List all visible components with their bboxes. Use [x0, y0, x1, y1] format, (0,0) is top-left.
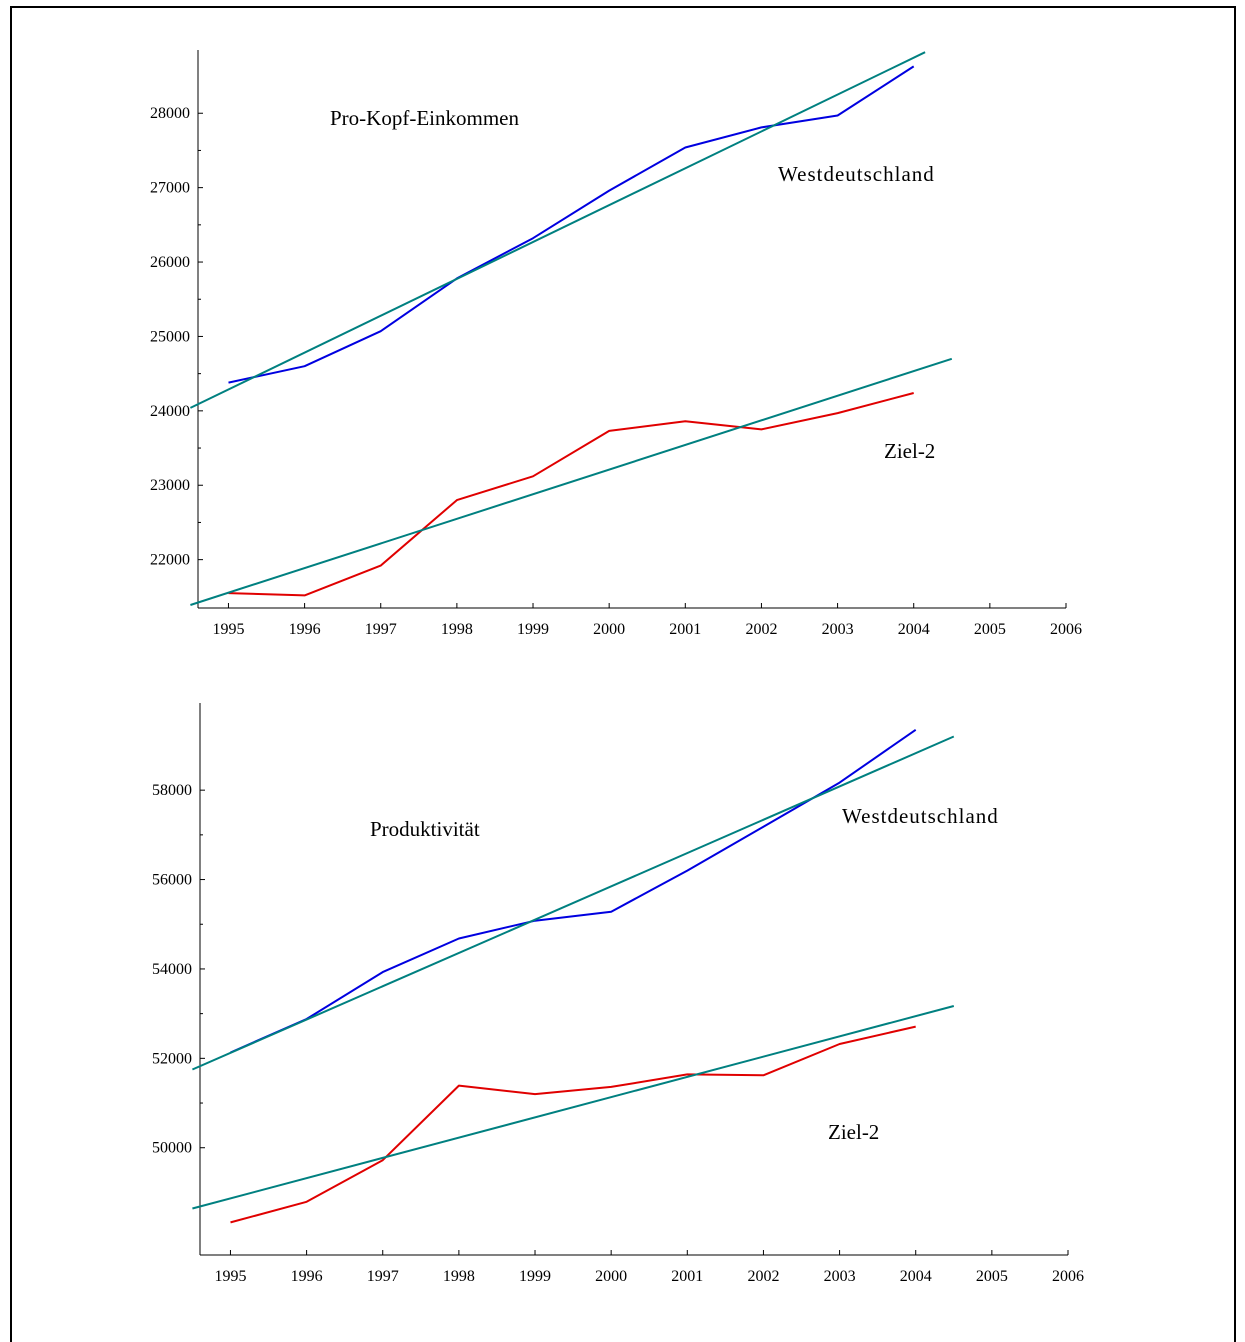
x-tick-label: 2004 [898, 621, 930, 638]
x-tick-label: 2000 [593, 621, 625, 638]
y-tick-label: 26000 [150, 254, 190, 271]
x-tick-label: 2003 [824, 1268, 856, 1285]
series-line-westdeutschland [228, 65, 915, 384]
y-tick-label: 24000 [150, 403, 190, 420]
chart-pro-kopf-einkommen: 1995 1996 1997 1998 1999 2000 2001 2002 2003 2004… [150, 50, 1082, 638]
x-tick-label: 2006 [1052, 1268, 1084, 1285]
annotation-pro-kopf-einkommen: Pro-Kopf-Einkommen [330, 106, 519, 130]
x-tick-label: 1995 [212, 621, 244, 638]
x-tick-label: 2005 [976, 1268, 1008, 1285]
x-tick-label: 2002 [745, 621, 777, 638]
x-tick-label: 1996 [289, 621, 321, 638]
trend-line [192, 1005, 955, 1210]
series-line-westdeutschland [230, 728, 917, 1054]
label-ziel-2: Ziel-2 [828, 1120, 879, 1144]
trend-line [189, 51, 926, 409]
x-tick-label: 1997 [365, 621, 397, 638]
series-line-ziel-2 [228, 392, 914, 597]
y-tick-label: 52000 [152, 1050, 192, 1067]
x-tick-label: 1996 [291, 1268, 323, 1285]
label-ziel-2: Ziel-2 [884, 439, 935, 463]
annotation-produktivitaet: Produktivität [370, 817, 480, 841]
x-tick-label: 1998 [443, 1268, 475, 1285]
chart-produktivitaet: 1995 1996 1997 1998 1999 2000 2001 2002 2003 2004… [152, 703, 1084, 1285]
y-tick-label: 22000 [150, 552, 190, 569]
y-tick-label: 23000 [150, 477, 190, 494]
y-tick-label: 54000 [152, 961, 192, 978]
x-tick-label: 2004 [900, 1268, 932, 1285]
x-tick-label: 2000 [595, 1268, 627, 1285]
y-tick-label: 28000 [150, 105, 190, 122]
x-tick-label: 1999 [517, 621, 549, 638]
x-tick-label: 2001 [669, 621, 701, 638]
y-tick-label: 58000 [152, 782, 192, 799]
series-line-ziel-2 [230, 1025, 916, 1224]
x-tick-label: 2006 [1050, 621, 1082, 638]
y-tick-label: 50000 [152, 1140, 192, 1157]
trend-line [191, 735, 955, 1071]
x-tick-label: 2005 [974, 621, 1006, 638]
x-tick-label: 2003 [822, 621, 854, 638]
y-tick-label: 25000 [150, 328, 190, 345]
trend-line [190, 357, 953, 606]
x-tick-label: 1995 [214, 1268, 246, 1285]
y-tick-label: 56000 [152, 872, 192, 889]
x-tick-label: 2002 [747, 1268, 779, 1285]
figure-frame [10, 6, 1236, 1342]
x-tick-label: 2001 [671, 1268, 703, 1285]
x-tick-label: 1998 [441, 621, 473, 638]
x-tick-label: 1997 [367, 1268, 399, 1285]
x-tick-label: 1999 [519, 1268, 551, 1285]
label-westdeutschland: Westdeutschland [842, 804, 999, 828]
y-tick-label: 27000 [150, 180, 190, 197]
label-westdeutschland: Westdeutschland [778, 162, 935, 186]
